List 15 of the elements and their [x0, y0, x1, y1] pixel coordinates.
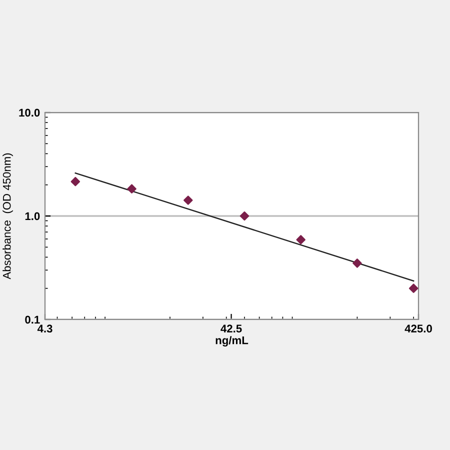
point	[127, 184, 136, 194]
y-tick-label: 1.0	[25, 212, 40, 220]
y-tick-label: 0.1	[25, 316, 40, 324]
point	[296, 235, 306, 244]
y-axis-title: Absorbance (OD 450nm)	[2, 153, 13, 280]
x-tick-label: 425.0	[404, 324, 432, 333]
y-tick-label: 10.0	[19, 108, 40, 117]
x-tick-label: 4.3	[37, 324, 52, 333]
point	[240, 211, 250, 221]
point	[352, 258, 362, 268]
x-tick-label: 42.5	[220, 324, 242, 333]
point	[184, 196, 193, 205]
x-axis-title: ng/mL	[216, 336, 248, 347]
point	[70, 176, 80, 186]
point	[408, 284, 418, 293]
